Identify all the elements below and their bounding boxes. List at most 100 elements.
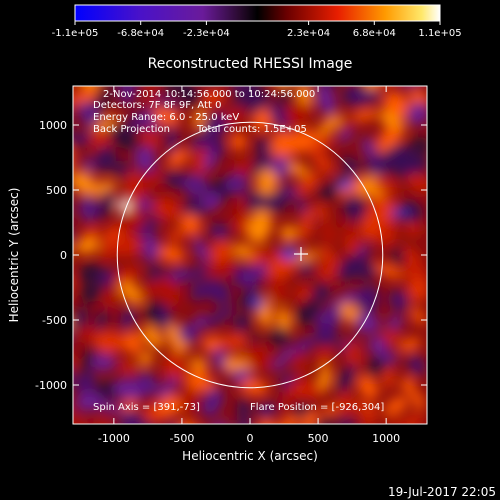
heatmap-blob [339, 111, 355, 134]
heatmap-blob [341, 155, 361, 176]
heatmap-blob [289, 336, 316, 357]
heatmap-blob [252, 107, 275, 132]
heatmap-blob [256, 401, 278, 419]
heatmap-blob [266, 252, 296, 283]
heatmap-blob [96, 188, 113, 221]
heatmap-blob [407, 354, 426, 376]
heatmap-blob [46, 259, 72, 286]
heatmap-blob [179, 387, 198, 414]
heatmap-blob [296, 297, 320, 326]
x-tick-label: -1000 [98, 432, 130, 445]
heatmap-blob [365, 356, 390, 376]
heatmap-blob [282, 386, 294, 419]
heatmap-blob [182, 173, 209, 197]
heatmap-blob [158, 245, 185, 263]
x-axis-ticks: -1000 -500 0 500 1000 [98, 86, 400, 445]
heatmap-blob [137, 197, 153, 213]
heatmap-blob [136, 372, 159, 396]
heatmap-blob [294, 350, 307, 377]
heatmap-blob [284, 101, 312, 128]
heatmap-blob [401, 377, 416, 394]
heatmap-blob [81, 343, 96, 377]
heatmap-blob [91, 353, 117, 372]
heatmap-blob [386, 315, 404, 330]
heatmap-blob [43, 238, 74, 270]
heatmap-blob [192, 108, 206, 131]
heatmap-blob [73, 131, 91, 147]
y-tick-label: 0 [60, 249, 67, 262]
heatmap-blob [194, 312, 207, 330]
heatmap-blob [102, 288, 119, 308]
heatmap-blob [81, 282, 102, 303]
heatmap-blob [115, 233, 142, 258]
annotation-time-range: 2-Nov-2014 10:14:56.000 to 10:24:56.000 [103, 89, 315, 100]
heatmap-blob [208, 222, 230, 240]
heatmap-blob [317, 114, 343, 135]
heatmap-blob [201, 386, 224, 418]
heatmap-blob [280, 224, 298, 242]
plot-area [39, 86, 427, 424]
heatmap-blob [248, 297, 266, 309]
heatmap-blob [384, 396, 409, 415]
heatmap-blob [255, 137, 274, 157]
heatmap-blob [311, 149, 334, 175]
heatmap-blob [336, 177, 354, 189]
annotation-block: 2-Nov-2014 10:14:56.000 to 10:24:56.000 … [93, 89, 315, 135]
heatmap-blob [143, 127, 159, 149]
heatmap-blob [230, 86, 246, 92]
heatmap-blob [272, 346, 293, 373]
heatmap-blob [117, 87, 137, 106]
heatmap-blob [203, 278, 232, 305]
heatmap-blob [99, 242, 119, 260]
heatmap-blob [343, 193, 366, 222]
heatmap-blob [163, 86, 184, 92]
heatmap-blob [391, 207, 409, 219]
heatmap-blob [356, 284, 380, 316]
heatmap-blob [133, 145, 157, 173]
heatmap-blob [232, 313, 251, 333]
heatmap-blob [219, 333, 252, 350]
heatmap-blob [167, 148, 190, 168]
heatmap-blob [119, 307, 136, 331]
heatmap-blob [239, 379, 269, 395]
heatmap-blob [119, 360, 138, 374]
heatmap-blob [382, 330, 401, 345]
heatmap-blob [273, 416, 301, 424]
heatmap-blob [313, 282, 331, 302]
heatmap-blob [73, 307, 89, 330]
heatmap-blob [190, 281, 208, 302]
spin-axis-label: Spin Axis = [391,-73] [93, 402, 200, 413]
heatmap-blob [392, 154, 427, 179]
heatmap-blob [136, 168, 165, 194]
heatmap-blob [39, 322, 76, 357]
heatmap-blob [245, 191, 266, 212]
heatmap-blob [108, 124, 137, 150]
heatmap-blob [354, 263, 382, 280]
heatmap-blob [78, 194, 97, 223]
heatmap-blob [299, 207, 314, 242]
heatmap-blob [193, 237, 209, 263]
heatmap-blob [142, 233, 160, 264]
timestamp: 19-Jul-2017 22:05 [388, 485, 496, 499]
heatmap-blob [404, 222, 422, 236]
y-tick-label: -500 [42, 314, 67, 327]
heatmap-blob [135, 215, 161, 239]
heatmap-blob [119, 409, 143, 424]
heatmap-blob [379, 110, 406, 134]
heatmap-blob [94, 417, 112, 424]
heatmap-blob [157, 394, 183, 417]
heatmap-blob [114, 160, 130, 177]
colorbar-tick-label: 6.8e+04 [353, 28, 396, 39]
annotation-total-counts: Total counts: 1.5E+05 [196, 124, 307, 135]
heatmap-blob [382, 415, 407, 424]
heatmap-blob [204, 304, 235, 328]
heatmap-blob [374, 262, 403, 279]
heatmap-blob [338, 390, 354, 421]
heatmap-blob [338, 128, 354, 144]
heatmap-blob [238, 291, 251, 309]
x-axis-label: Heliocentric X (arcsec) [182, 449, 318, 463]
heatmap-blob [314, 347, 333, 364]
heatmap-blob [78, 263, 103, 283]
heatmap-blob [82, 156, 95, 175]
